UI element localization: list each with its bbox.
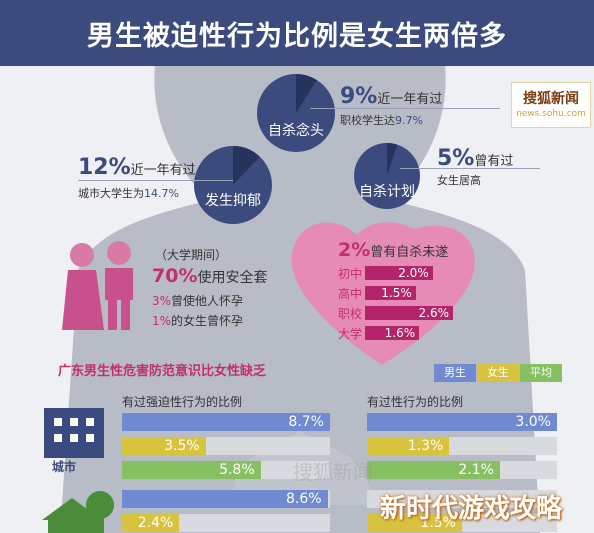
stat-sub-suicidal-thought: 职校学生达9.7% xyxy=(340,114,423,127)
heart-row-bar: 2.6% xyxy=(365,306,453,320)
heart-row-bar: 2.0% xyxy=(365,266,433,280)
pie-depression xyxy=(194,146,272,224)
leader-line xyxy=(78,180,233,181)
panel-title-sex: 有过性行为的比例 xyxy=(367,395,464,409)
pie-label-suicidal-thought: 自杀念头 xyxy=(268,123,324,139)
sohu-watermark: 搜狐新闻 xyxy=(293,460,373,484)
panel-title-forced: 有过强迫性行为的比例 xyxy=(122,395,243,409)
heart-row-bar: 1.6% xyxy=(365,326,420,340)
bar-avg: 5.8% xyxy=(122,461,261,479)
section-title: 广东男生性危害防范意识比女性缺乏 xyxy=(58,364,267,379)
bar-female: 1.5% xyxy=(367,514,462,532)
pie-suicidal-thought xyxy=(257,74,335,152)
page-title: 男生被迫性行为比例是女生两倍多 xyxy=(87,21,507,52)
bar-female: 2.4% xyxy=(122,514,180,532)
condom-line1: 3%曾使他人怀孕 xyxy=(152,294,244,308)
leader-line xyxy=(310,108,500,109)
heart-row-label: 职校 xyxy=(338,307,363,321)
couple-icon xyxy=(62,241,133,330)
game-watermark: 新时代游戏攻略 xyxy=(380,494,563,524)
city-label: 城市 xyxy=(52,460,77,474)
heart-row-label: 初中 xyxy=(338,267,363,281)
heart-row-label: 大学 xyxy=(338,327,363,341)
pie-label-depression: 发生抑郁 xyxy=(205,193,261,209)
pie-suicide-plan xyxy=(354,143,420,209)
bar-male: 8.6% xyxy=(122,490,328,508)
pie-label-suicide-plan: 自杀计划 xyxy=(359,184,415,200)
legend-item: 平均 xyxy=(520,364,562,382)
bar-avg: 2.1% xyxy=(367,461,500,479)
bar-female: 3.5% xyxy=(122,437,206,455)
bar-track xyxy=(367,490,557,508)
stat-depression: 12%近一年有过 xyxy=(78,155,196,180)
condom-headline: 70%使用安全套 xyxy=(152,265,268,287)
legend-item: 女生 xyxy=(477,364,519,382)
header: 男生被迫性行为比例是女生两倍多 xyxy=(0,0,594,66)
heart-row-label: 高中 xyxy=(338,287,363,301)
sohu-logo: 搜狐新闻 news.sohu.com xyxy=(511,82,591,128)
legend-item: 男生 xyxy=(434,364,476,382)
leader-line xyxy=(400,168,540,169)
bar-female: 1.3% xyxy=(367,437,450,455)
bar-male: 3.0% xyxy=(367,413,557,431)
stat-suicidal-thought: 9%近一年有过 xyxy=(340,84,443,109)
heart-title: 2%曾有自杀未遂 xyxy=(338,239,449,261)
condom-line2: 1%的女生曾怀孕 xyxy=(152,314,244,328)
village-house-icon xyxy=(42,491,114,533)
city-building-icon xyxy=(44,408,104,458)
condom-period: （大学期间） xyxy=(155,248,228,262)
stat-suicide-plan: 5%曾有过 xyxy=(437,146,514,171)
stat-sub-suicide-plan: 女生居高 xyxy=(437,174,481,187)
heart-row-bar: 1.5% xyxy=(365,286,416,300)
bar-male: 8.7% xyxy=(122,413,330,431)
stat-sub-depression: 城市大学生为14.7% xyxy=(78,187,179,200)
